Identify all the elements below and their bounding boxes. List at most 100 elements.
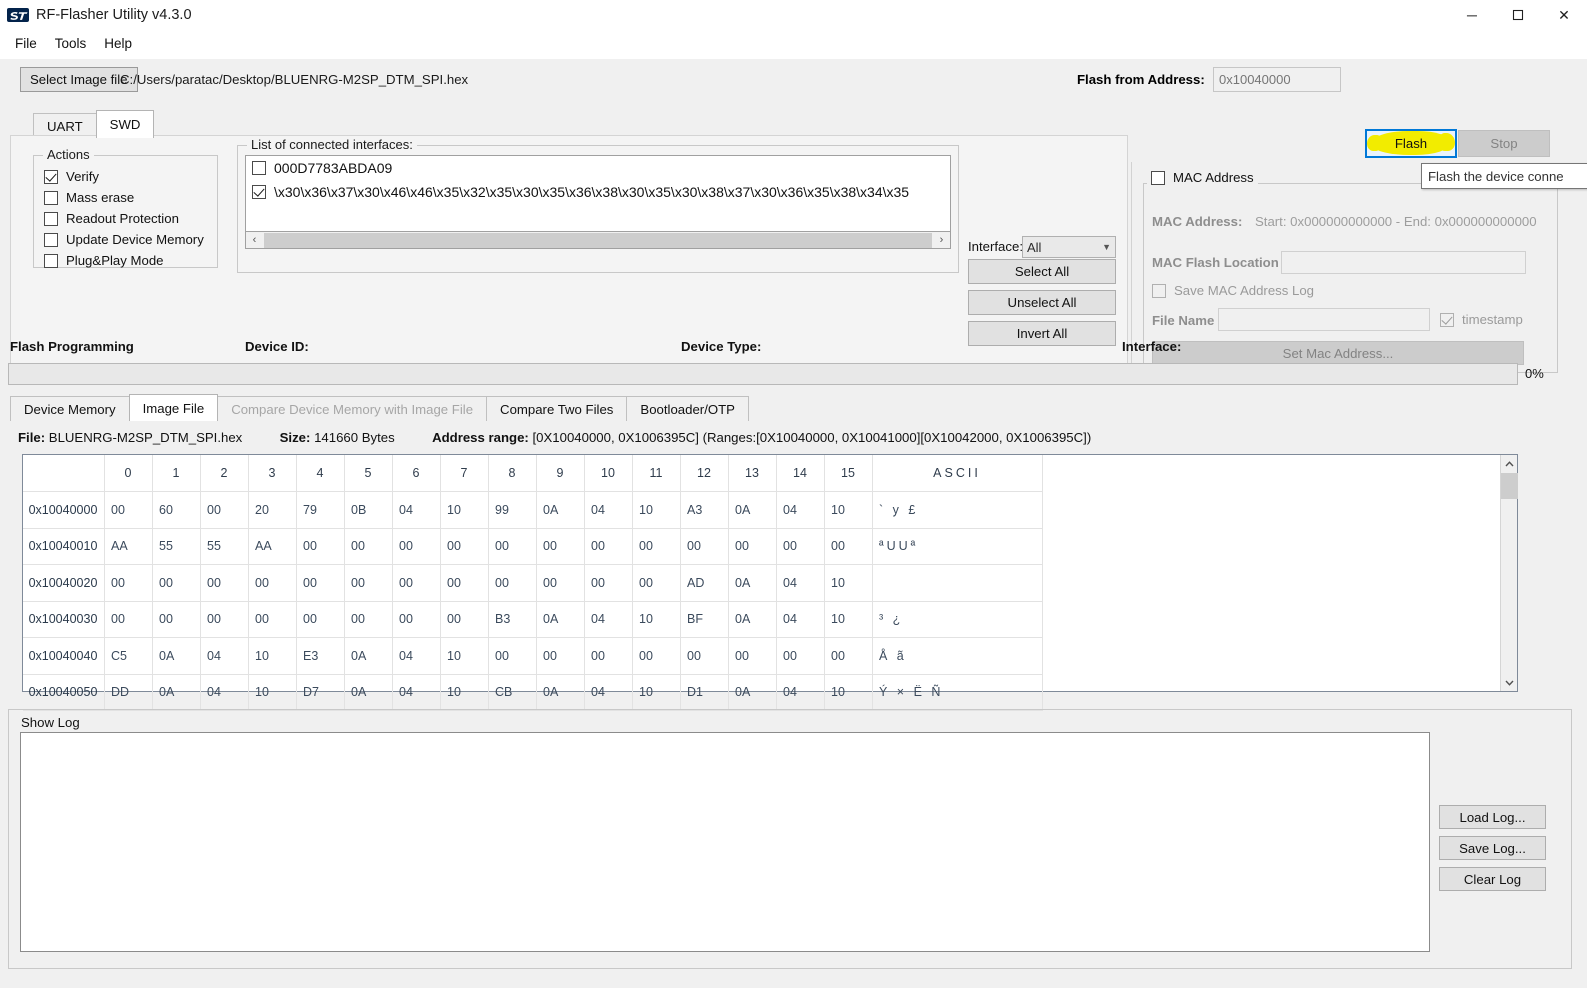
mass-erase-checkbox[interactable] [44, 190, 58, 205]
hex-cell[interactable]: 10 [248, 673, 297, 711]
readout-protection-checkbox[interactable] [44, 211, 58, 226]
table-row[interactable]: 0x10040020 00 00 00 00 00 00 00 00 00 00 00 00 AD 0A 04… [23, 564, 1043, 602]
hex-cell[interactable]: 00 [536, 527, 585, 565]
hex-cell[interactable]: 04 [392, 637, 441, 675]
hex-cell[interactable]: 10 [632, 673, 681, 711]
timestamp-checkbox[interactable] [1440, 312, 1454, 327]
hex-cell[interactable]: 0A [728, 600, 777, 638]
hex-cell[interactable]: 55 [200, 527, 249, 565]
hex-cell[interactable]: 00 [584, 564, 633, 602]
hex-cell[interactable]: 00 [296, 600, 345, 638]
table-row[interactable]: 0x10040050 DD 0A 04 10 D7 0A 04 10 CB 0A 04 10 D1 0A 04… [23, 673, 1043, 711]
hex-cell[interactable]: 00 [440, 527, 489, 565]
flash-button[interactable] [1365, 129, 1457, 158]
hex-cell[interactable]: 04 [776, 564, 825, 602]
hex-cell[interactable]: 00 [392, 600, 441, 638]
tab-compare-device-memory-with-image-file[interactable]: Compare Device Memory with Image File [217, 396, 488, 421]
hex-cell[interactable]: 00 [104, 600, 153, 638]
hex-cell[interactable]: A3 [680, 491, 729, 529]
menu-tools[interactable]: Tools [54, 35, 87, 51]
scroll-left-icon[interactable]: ‹ [252, 234, 257, 246]
select-image-file-button[interactable]: Select Image file [20, 67, 138, 92]
hex-cell[interactable]: 0A [152, 637, 201, 675]
scroll-down-icon[interactable] [1501, 674, 1518, 691]
hex-cell[interactable]: 04 [392, 673, 441, 711]
hex-cell[interactable]: 0A [344, 637, 393, 675]
menu-help[interactable]: Help [104, 35, 133, 51]
hex-cell[interactable]: 0B [344, 491, 393, 529]
tab-image-file[interactable]: Image File [128, 394, 219, 421]
hex-cell[interactable]: 10 [632, 491, 681, 529]
hex-cell[interactable]: 00 [104, 491, 153, 529]
hex-cell[interactable]: AD [680, 564, 729, 602]
hex-cell[interactable]: 00 [104, 564, 153, 602]
action-readout-protection[interactable]: Readout Protection [34, 208, 217, 229]
log-textarea[interactable] [20, 732, 1430, 952]
hex-cell[interactable]: 10 [248, 637, 297, 675]
hex-cell[interactable]: E3 [296, 637, 345, 675]
hex-cell[interactable]: 00 [632, 564, 681, 602]
tab-device-memory[interactable]: Device Memory [10, 396, 130, 421]
table-row[interactable]: 0x10040010 AA 55 55 AA 00 00 00 00 00 00 00 00 00 00 00… [23, 527, 1043, 565]
hex-cell[interactable]: 00 [824, 527, 873, 565]
action-verify[interactable]: Verify [34, 166, 217, 187]
hex-cell[interactable]: 00 [248, 564, 297, 602]
hex-cell[interactable]: 0A [536, 600, 585, 638]
hex-cell[interactable]: 0A [728, 491, 777, 529]
hex-cell[interactable]: D1 [680, 673, 729, 711]
hex-cell[interactable]: 79 [296, 491, 345, 529]
hex-cell[interactable]: 00 [824, 637, 873, 675]
invert-all-button[interactable]: Invert All [968, 321, 1116, 346]
mac-flash-location-input[interactable] [1281, 251, 1526, 274]
hex-cell[interactable]: 00 [584, 637, 633, 675]
mac-file-name-input[interactable] [1218, 308, 1430, 331]
hex-cell[interactable]: 00 [296, 564, 345, 602]
unselect-all-button[interactable]: Unselect All [968, 290, 1116, 315]
interfaces-list[interactable]: 000D7783ABDA09 \x30\x36\x37\x30\x46\x46\… [245, 155, 951, 232]
hex-cell[interactable]: 00 [728, 527, 777, 565]
flash-from-address-input[interactable] [1213, 67, 1341, 92]
hex-cell[interactable]: 00 [488, 527, 537, 565]
hex-cell[interactable]: 00 [392, 527, 441, 565]
hex-cell[interactable]: 00 [296, 527, 345, 565]
interface-0-checkbox[interactable] [252, 161, 266, 175]
hex-cell[interactable]: 0A [536, 491, 585, 529]
table-row[interactable]: 0x10040000 00 60 00 20 79 0B 04 10 99 0A 04 10 A3 0A 04… [23, 491, 1043, 529]
verify-checkbox[interactable] [44, 169, 58, 184]
save-log-button[interactable]: Save Log... [1439, 836, 1546, 860]
interface-1-checkbox[interactable] [252, 185, 266, 199]
hex-cell[interactable]: 00 [584, 527, 633, 565]
stop-button[interactable]: Stop [1458, 130, 1550, 157]
hex-cell[interactable]: DD [104, 673, 153, 711]
clear-log-button[interactable]: Clear Log [1439, 867, 1546, 891]
hex-cell[interactable]: 04 [776, 491, 825, 529]
scrollbar-thumb[interactable] [264, 232, 932, 248]
hex-cell[interactable]: 00 [392, 564, 441, 602]
hex-cell[interactable]: 00 [536, 564, 585, 602]
hex-cell[interactable]: 60 [152, 491, 201, 529]
hex-cell[interactable]: 0A [728, 564, 777, 602]
hex-cell[interactable]: 0A [728, 673, 777, 711]
hex-cell[interactable]: 04 [200, 673, 249, 711]
hex-cell[interactable]: D7 [296, 673, 345, 711]
hex-cell[interactable]: 0A [152, 673, 201, 711]
menu-file[interactable]: File [15, 35, 37, 51]
hex-cell[interactable]: 00 [200, 491, 249, 529]
update-device-memory-checkbox[interactable] [44, 232, 58, 247]
hex-cell[interactable]: C5 [104, 637, 153, 675]
hex-cell[interactable]: 10 [440, 491, 489, 529]
hex-cell[interactable]: 00 [632, 637, 681, 675]
select-all-button[interactable]: Select All [968, 259, 1116, 284]
hex-cell[interactable]: 04 [776, 673, 825, 711]
hex-cell[interactable]: 00 [776, 637, 825, 675]
hex-cell[interactable]: 00 [344, 564, 393, 602]
hex-cell[interactable]: 00 [488, 637, 537, 675]
hex-cell[interactable]: 04 [392, 491, 441, 529]
hex-cell[interactable]: 00 [152, 564, 201, 602]
hex-cell[interactable]: 04 [584, 491, 633, 529]
hex-cell[interactable]: 0A [344, 673, 393, 711]
hex-view[interactable]: 0 1 2 3 4 5 6 7 8 9 10 11 12 13 14 15 ASCII 0x10040000 00… [22, 454, 1518, 711]
hex-cell[interactable]: 10 [632, 600, 681, 638]
tab-compare-two-files[interactable]: Compare Two Files [486, 396, 628, 421]
hex-cell[interactable]: 04 [776, 600, 825, 638]
